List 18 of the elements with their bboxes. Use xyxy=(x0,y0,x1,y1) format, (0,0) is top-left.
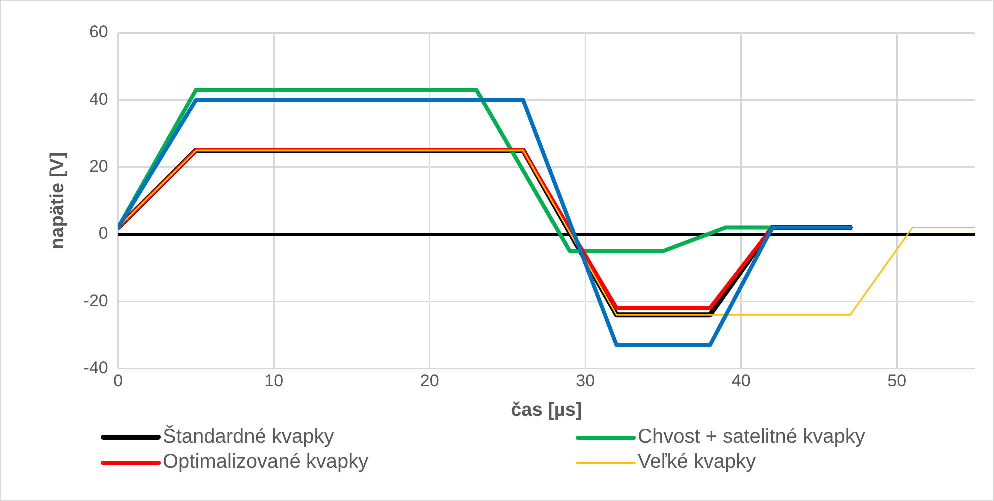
x-axis-title: čas [µs] xyxy=(511,400,582,421)
legend-label: Veľké kvapky xyxy=(638,451,756,474)
y-tick-label: -40 xyxy=(84,358,108,378)
x-tick-label: 40 xyxy=(732,372,751,391)
y-tick-label: 60 xyxy=(89,22,108,42)
legend-label: Štandardné kvapky xyxy=(163,426,334,449)
y-tick-label: 0 xyxy=(98,224,108,244)
x-tick-label: 10 xyxy=(264,372,284,391)
y-axis-title: napätie [V] xyxy=(48,152,69,250)
legend-label: Optimalizované kvapky xyxy=(163,451,369,474)
legend-label: Chvost + satelitné kvapky xyxy=(638,426,866,449)
x-tick-label: 0 xyxy=(114,372,124,391)
x-tick-label: 20 xyxy=(420,372,440,391)
x-tick-label: 50 xyxy=(888,372,907,391)
y-tick-label: 40 xyxy=(89,90,108,109)
y-tick-label: 20 xyxy=(89,157,108,176)
y-tick-label: -20 xyxy=(84,291,108,310)
x-tick-label: 30 xyxy=(576,372,596,391)
